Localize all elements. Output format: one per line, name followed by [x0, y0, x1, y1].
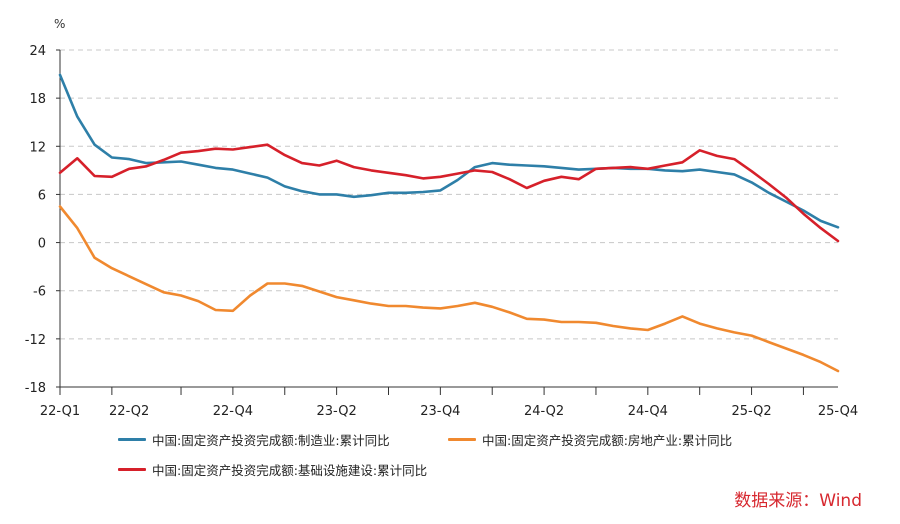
- axis-labels: % 24 18 12 6 0 -6 -12 -18 22-Q1 22-Q2 22-Q4 23-Q2 23-…: [25, 17, 858, 419]
- data-source-note: 数据来源：Wind: [734, 491, 862, 511]
- y-tick-label: -6: [33, 285, 46, 300]
- legend-item-manufacturing: 中国:固定资产投资完成额:制造业:累计同比: [118, 430, 390, 449]
- legend-item-real-estate: 中国:固定资产投资完成额:房地产业:累计同比: [448, 430, 732, 449]
- x-tick-label: 23-Q2: [317, 404, 357, 419]
- legend-swatch-real-estate: [448, 438, 476, 441]
- x-tick-label: 22-Q1: [40, 404, 80, 419]
- legend-label-manufacturing: 中国:固定资产投资完成额:制造业:累计同比: [152, 433, 390, 448]
- series-line-2: [58, 143, 840, 243]
- y-tick-label: -12: [25, 333, 46, 348]
- y-tick-label: 18: [29, 92, 46, 107]
- y-unit-label: %: [54, 17, 65, 31]
- series-line-0: [58, 73, 840, 229]
- y-tick-label: 0: [38, 237, 46, 252]
- x-tick-label: 22-Q2: [109, 404, 149, 419]
- y-tick-label: 24: [29, 44, 46, 59]
- x-tick-label: 25-Q4: [818, 404, 858, 419]
- legend-swatch-infrastructure: [118, 468, 146, 471]
- legend-item-infrastructure: 中国:固定资产投资完成额:基础设施建设:累计同比: [118, 460, 427, 479]
- gridlines: [60, 49, 838, 340]
- y-tick-label: -18: [25, 381, 46, 396]
- y-tick-label: 6: [38, 188, 46, 203]
- x-tick-label: 22-Q4: [213, 404, 253, 419]
- line-chart: % 24 18 12 6 0 -6 -12 -18 22-Q1 22-Q2 22-Q4 23-Q2 23-…: [25, 17, 858, 419]
- y-tick-label: 12: [29, 140, 46, 155]
- legend-label-infrastructure: 中国:固定资产投资完成额:基础设施建设:累计同比: [152, 463, 428, 478]
- x-tick-label: 24-Q4: [628, 404, 668, 419]
- series-lines: [58, 73, 840, 373]
- x-tick-label: 23-Q4: [420, 404, 460, 419]
- legend-swatch-manufacturing: [118, 438, 146, 441]
- x-tick-label: 24-Q2: [524, 404, 564, 419]
- legend-label-real-estate: 中国:固定资产投资完成额:房地产业:累计同比: [482, 433, 733, 448]
- x-tick-label: 25-Q2: [731, 404, 771, 419]
- axes: [56, 49, 838, 395]
- series-line-1: [58, 205, 840, 373]
